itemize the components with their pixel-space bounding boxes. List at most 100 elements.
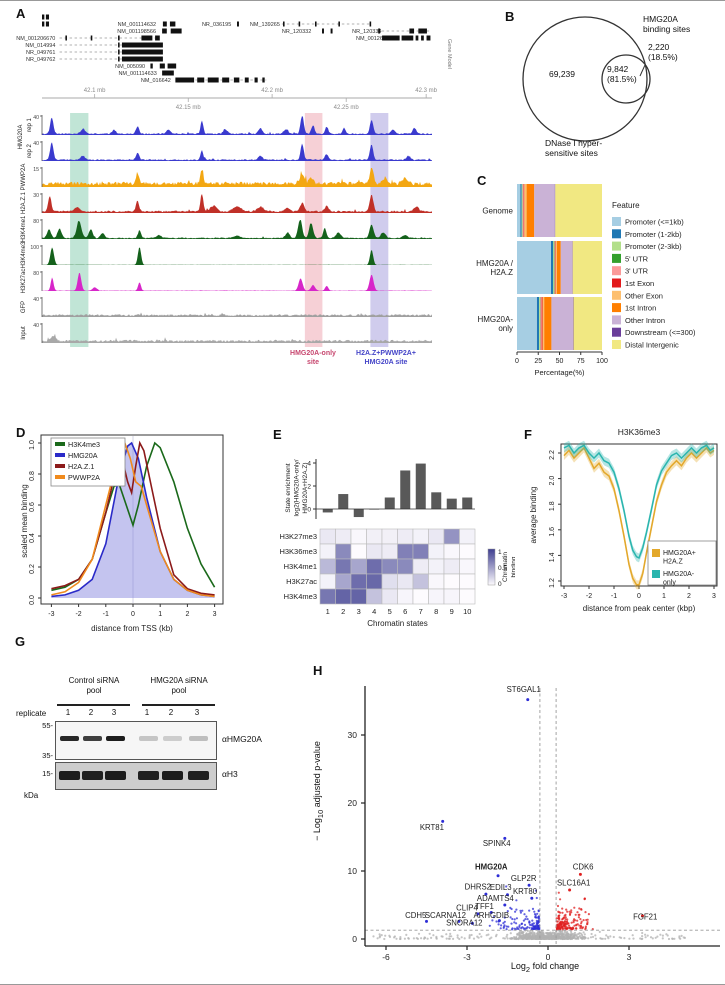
svg-text:HMG20A: HMG20A	[18, 125, 24, 150]
svg-text:40: 40	[33, 323, 39, 329]
svg-text:NM_139265: NM_139265	[250, 22, 280, 28]
svg-text:1st Exon: 1st Exon	[625, 279, 654, 288]
protein-band	[189, 736, 208, 741]
svg-text:40: 40	[33, 297, 39, 303]
svg-text:40: 40	[33, 115, 39, 121]
svg-text:only: only	[663, 580, 676, 587]
svg-text:HMG20A-: HMG20A-	[663, 571, 695, 578]
svg-text:H3K4me1: H3K4me1	[284, 562, 317, 571]
svg-text:3' UTR: 3' UTR	[625, 267, 649, 276]
svg-text:NM_001114633: NM_001114633	[118, 71, 156, 77]
svg-text:DHRS2: DHRS2	[465, 882, 491, 891]
svg-text:8: 8	[434, 607, 438, 616]
venn-diagram: HMG20A binding sites 2,220 (18.5%) 69,23…	[497, 9, 725, 167]
svg-text:NR_120332: NR_120332	[282, 29, 311, 35]
svg-text:0: 0	[131, 611, 135, 618]
svg-text:HMG20A-: HMG20A-	[477, 315, 513, 324]
svg-text:NR_049762: NR_049762	[26, 57, 55, 63]
svg-text:30: 30	[33, 193, 39, 199]
venn-overlap-value: 9,842 (81.5%)	[607, 64, 637, 84]
mw-55: 55-	[33, 721, 53, 730]
svg-text:ST6GAL1: ST6GAL1	[507, 685, 541, 694]
svg-text:H3K36me3: H3K36me3	[618, 427, 661, 437]
svg-text:1.2: 1.2	[549, 578, 556, 588]
svg-text:average binding: average binding	[529, 487, 538, 544]
svg-text:1st Intron: 1st Intron	[625, 304, 656, 313]
svg-text:1.4: 1.4	[549, 552, 556, 562]
svg-text:GFP: GFP	[21, 301, 27, 313]
svg-text:0: 0	[637, 593, 641, 600]
antibody-h3-label: αH3	[222, 769, 238, 779]
svg-text:42.1 mb: 42.1 mb	[84, 88, 106, 94]
svg-text:100: 100	[596, 358, 608, 365]
svg-text:1: 1	[662, 593, 666, 600]
svg-text:HMG20A: HMG20A	[68, 451, 98, 460]
svg-text:FGF21: FGF21	[633, 912, 657, 921]
svg-text:20: 20	[348, 798, 358, 808]
svg-text:only: only	[498, 324, 513, 333]
protein-band	[139, 736, 158, 741]
svg-text:50: 50	[556, 358, 564, 365]
svg-text:PWWP2A: PWWP2A	[68, 473, 100, 482]
svg-text:Gene Model: Gene Model	[446, 39, 452, 69]
svg-text:1: 1	[326, 607, 330, 616]
blot-lane-number: 2	[86, 708, 96, 717]
svg-text:HMG20A: HMG20A	[475, 863, 508, 872]
protein-band	[106, 736, 125, 741]
blot-lane-number: 3	[109, 708, 119, 717]
svg-text:0.2: 0.2	[29, 564, 36, 574]
svg-text:HMG20A+H2A.Z): HMG20A+H2A.Z)	[302, 462, 309, 513]
svg-text:H3K36me3: H3K36me3	[279, 547, 317, 556]
venn-small-set-label: HMG20A binding sites	[643, 14, 690, 34]
svg-text:1.8: 1.8	[549, 501, 556, 511]
svg-text:CDH5: CDH5	[405, 911, 427, 920]
protein-band	[82, 771, 103, 780]
blot-replicate-label: replicate	[16, 709, 46, 718]
venn-small-set-value: 2,220 (18.5%)	[648, 42, 678, 62]
svg-text:NR_036195: NR_036195	[202, 22, 231, 28]
svg-text:30: 30	[348, 730, 358, 740]
svg-text:75: 75	[577, 358, 585, 365]
svg-text:Genome: Genome	[482, 207, 513, 216]
svg-text:Feature: Feature	[612, 201, 640, 210]
svg-text:6: 6	[403, 607, 407, 616]
antibody-hmg20a-label: αHMG20A	[222, 734, 262, 744]
svg-text:1.0: 1.0	[29, 440, 36, 450]
blot-hmg20a	[55, 721, 217, 760]
svg-text:Other Exon: Other Exon	[625, 291, 663, 300]
blot-group-control: Control siRNA pool	[57, 676, 131, 695]
svg-text:Downstream (<=300): Downstream (<=300)	[625, 328, 696, 337]
svg-text:Other Intron: Other Intron	[625, 316, 665, 325]
svg-text:3: 3	[357, 607, 361, 616]
svg-text:CDK6: CDK6	[573, 863, 594, 872]
svg-text:NM_001114632: NM_001114632	[118, 22, 156, 28]
svg-text:0.0: 0.0	[29, 595, 36, 605]
svg-text:H3K4me1: H3K4me1	[21, 215, 27, 242]
svg-text:Chromatin: Chromatin	[502, 552, 509, 582]
protein-band	[105, 771, 126, 780]
svg-text:-1: -1	[611, 593, 617, 600]
svg-text:SNORA12: SNORA12	[446, 918, 482, 927]
svg-text:NM_005090: NM_005090	[115, 64, 145, 70]
svg-text:25: 25	[534, 358, 542, 365]
svg-text:GLP2R: GLP2R	[511, 874, 537, 883]
svg-text:TFF1: TFF1	[475, 902, 494, 911]
kda-label: kDa	[24, 791, 38, 800]
svg-text:0: 0	[515, 358, 519, 365]
svg-text:100: 100	[30, 245, 39, 251]
svg-text:distance from TSS (kb): distance from TSS (kb)	[91, 624, 173, 633]
svg-text:0.6: 0.6	[29, 502, 36, 512]
svg-text:-1: -1	[103, 611, 109, 618]
svg-text:-6: -6	[382, 952, 390, 962]
svg-text:EDIL3: EDIL3	[490, 883, 512, 892]
svg-text:1.6: 1.6	[549, 527, 556, 537]
svg-text:State enrichment: State enrichment	[285, 463, 292, 512]
svg-text:SLC16A1: SLC16A1	[557, 878, 590, 887]
svg-text:NR_049761: NR_049761	[26, 50, 55, 56]
svg-text:NM_014994: NM_014994	[25, 43, 55, 49]
svg-text:H2A.Z: H2A.Z	[490, 268, 513, 277]
